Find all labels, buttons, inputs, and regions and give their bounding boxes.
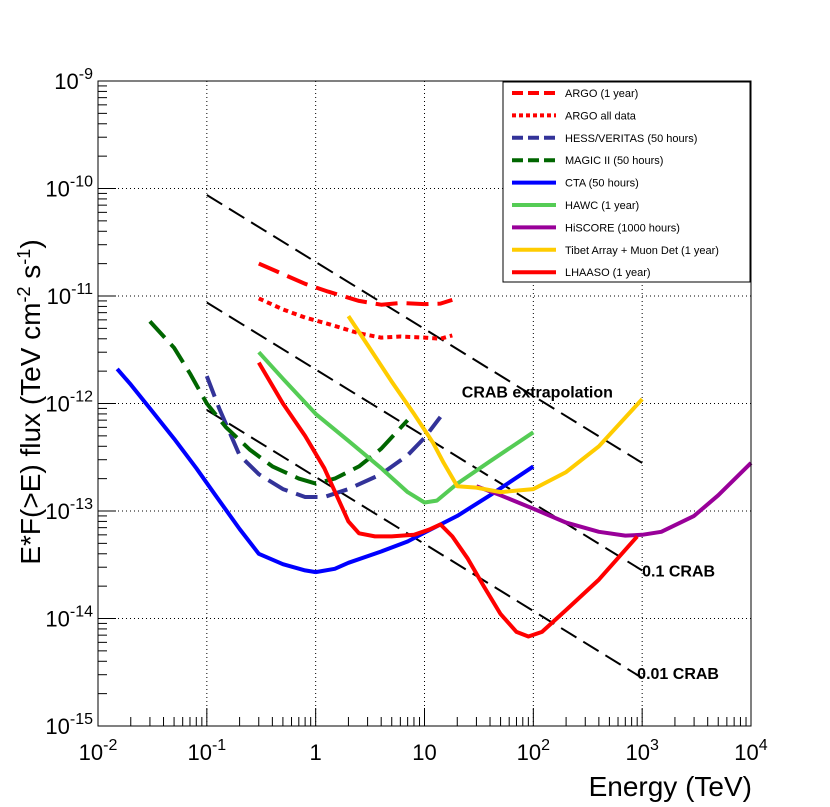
- legend: ARGO (1 year) ARGO all data HESS/VERITAS (…: [502, 81, 751, 283]
- legend-label-lhaaso-1-year: LHAASO (1 year): [565, 267, 651, 279]
- legend-label-hawc-1-year: HAWC (1 year): [565, 200, 639, 212]
- y-tick-base: 10: [45, 177, 69, 202]
- series-tibet-array-muon-det-1-year: [346, 314, 644, 495]
- x-tick-base: 10: [187, 740, 211, 765]
- y-axis-title: E*F(>E) flux (TeV cm-2 s-1): [14, 239, 46, 564]
- legend-label-hiscore-1000-hours: HiSCORE (1000 hours): [565, 222, 680, 234]
- reference-label-crab-extrapolation: CRAB extrapolation: [462, 384, 613, 401]
- y-tick-base: 10: [47, 284, 71, 309]
- x-tick-exp: -1: [212, 737, 226, 754]
- y-tick-exp: -13: [70, 496, 93, 513]
- legend-label-hess-veritas-50-hours: HESS/VERITAS (50 hours): [565, 133, 697, 145]
- x-tick-label: 10: [412, 740, 436, 765]
- x-tick-label: 10-1: [187, 737, 226, 765]
- tick-labels: 10-2 10-1 1 10 102 103 10410-910-1010-1110-121…: [45, 66, 767, 765]
- y-tick-exp: -9: [79, 66, 93, 83]
- y-tick-label: 10-15: [45, 711, 93, 739]
- x-tick-exp: -2: [103, 737, 117, 754]
- legend-label-argo-all-data: ARGO all data: [565, 110, 637, 122]
- x-tick-label: 10-2: [79, 737, 118, 765]
- legend-label-magic-ii-50-hours: MAGIC II (50 hours): [565, 155, 663, 167]
- y-tick-exp: -14: [70, 604, 93, 621]
- y-tick-base: 10: [45, 499, 69, 524]
- x-tick-base: 10: [517, 740, 541, 765]
- y-axis-title-exp2: -1: [14, 249, 34, 265]
- legend-label-argo-1-year: ARGO (1 year): [565, 88, 638, 100]
- y-axis-title-exp1: -2: [14, 286, 34, 302]
- y-tick-base: 10: [45, 392, 69, 417]
- y-tick-base: 10: [54, 69, 78, 94]
- y-tick-base: 10: [45, 714, 69, 739]
- x-tick-base: 10: [412, 740, 436, 765]
- series-hess-veritas-50-hours: [204, 375, 442, 499]
- y-tick-exp: -11: [71, 281, 93, 298]
- reference-line-0-01-crab: [206, 409, 643, 679]
- y-axis-title-close: ): [15, 239, 46, 248]
- y-tick-label: 10-12: [45, 389, 93, 417]
- reference-label-0-01-crab: 0.01 CRAB: [637, 666, 719, 683]
- x-tick-base: 1: [310, 740, 322, 765]
- series-magic-ii-50-hours: [148, 320, 410, 486]
- x-tick-label: 103: [625, 737, 658, 765]
- series-argo-1-year: [258, 261, 453, 307]
- reference-line-crab-extrapolation: [206, 194, 643, 464]
- series-hiscore-1000-hours: [475, 461, 753, 538]
- legend-label-tibet-array-muon-det-1-year: Tibet Array + Muon Det (1 year): [565, 245, 719, 257]
- series-lhaaso-1-year: [257, 361, 639, 639]
- x-tick-label: 102: [517, 737, 550, 765]
- y-tick-exp: -12: [70, 389, 93, 406]
- y-tick-label: 10-11: [47, 281, 94, 309]
- reference-lines: CRAB extrapolation 0.1 CRAB 0.01 CRAB: [206, 194, 719, 683]
- x-axis-title: Energy (TeV): [589, 771, 752, 802]
- x-tick-base: 10: [734, 740, 758, 765]
- y-tick-base: 10: [45, 607, 69, 632]
- x-tick-exp: 4: [759, 737, 768, 754]
- y-axis-title-mid: s: [15, 265, 46, 287]
- y-axis-title-main: E*F(>E) flux (TeV cm: [15, 302, 46, 564]
- reference-line-0-1-crab: [206, 301, 643, 572]
- series-hawc-1-year: [257, 350, 535, 505]
- y-tick-label: 10-9: [54, 66, 93, 94]
- series-layer: [115, 261, 753, 639]
- series-argo-all-data: [257, 296, 453, 341]
- y-tick-label: 10-10: [45, 174, 93, 202]
- x-tick-exp: 2: [541, 737, 550, 754]
- legend-label-cta-50-hours: CTA (50 hours): [565, 178, 639, 190]
- x-tick-label: 1: [310, 740, 322, 765]
- x-tick-exp: 3: [650, 737, 659, 754]
- y-tick-exp: -10: [70, 174, 93, 191]
- legend-entries: ARGO (1 year) ARGO all data HESS/VERITAS (…: [512, 88, 719, 279]
- y-tick-label: 10-14: [45, 604, 93, 632]
- y-tick-exp: -15: [70, 711, 93, 728]
- tick-layer: [97, 80, 752, 727]
- x-tick-base: 10: [79, 740, 103, 765]
- y-tick-label: 10-13: [45, 496, 93, 524]
- reference-label-0-1-crab: 0.1 CRAB: [642, 563, 715, 580]
- x-tick-label: 104: [734, 737, 767, 765]
- x-tick-base: 10: [625, 740, 649, 765]
